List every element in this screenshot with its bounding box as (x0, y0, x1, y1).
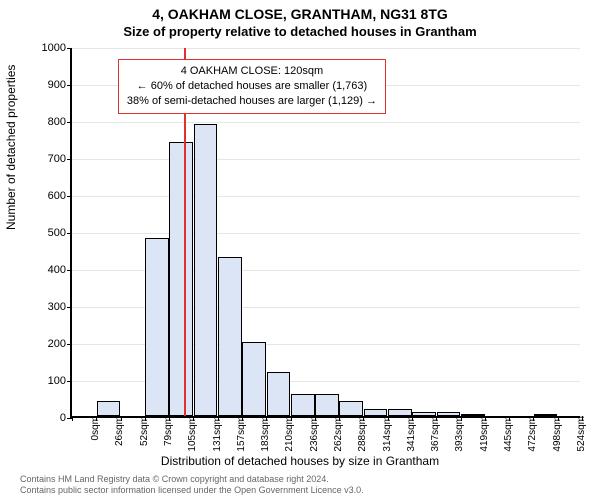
x-tick-label: 367sqm (424, 416, 441, 452)
x-tick-mark (388, 416, 389, 421)
y-tick-label: 200 (48, 338, 72, 350)
x-tick-label: 288sqm (351, 416, 368, 452)
x-tick-mark (363, 416, 364, 421)
y-tick-label: 400 (48, 264, 72, 276)
histogram-bar (145, 238, 169, 416)
y-tick-label: 900 (48, 79, 72, 91)
gridline (72, 196, 580, 197)
y-axis-label: Number of detached properties (4, 65, 18, 230)
y-tick-label: 500 (48, 227, 72, 239)
x-tick-mark (96, 416, 97, 421)
x-tick-label: 341sqm (400, 416, 417, 452)
chart-title-sub: Size of property relative to detached ho… (0, 24, 600, 39)
histogram-bar (388, 409, 412, 416)
histogram-bar (218, 257, 242, 416)
license-line-2: Contains public sector information licen… (20, 485, 600, 496)
gridline (72, 48, 580, 49)
x-tick-mark (315, 416, 316, 421)
x-tick-mark (485, 416, 486, 421)
x-tick-label: 419sqm (473, 416, 490, 452)
histogram-bar (364, 409, 388, 416)
histogram-bar (534, 414, 558, 416)
x-tick-label: 393sqm (448, 416, 465, 452)
x-tick-label: 210sqm (278, 416, 295, 452)
x-tick-mark (72, 416, 73, 421)
gridline (72, 159, 580, 160)
x-tick-mark (121, 416, 122, 421)
y-tick-label: 0 (60, 412, 72, 424)
x-tick-label: 26sqm (108, 416, 125, 446)
histogram-bar (97, 401, 121, 416)
x-tick-label: 0sqm (84, 416, 101, 440)
x-tick-mark (533, 416, 534, 421)
x-tick-mark (436, 416, 437, 421)
y-tick-label: 300 (48, 301, 72, 313)
x-tick-label: 472sqm (521, 416, 538, 452)
y-tick-label: 800 (48, 116, 72, 128)
histogram-bar (194, 124, 218, 416)
x-tick-mark (145, 416, 146, 421)
x-tick-label: 157sqm (230, 416, 247, 452)
x-tick-label: 498sqm (546, 416, 563, 452)
x-tick-mark (242, 416, 243, 421)
histogram-bar (461, 414, 485, 416)
x-tick-label: 524sqm (570, 416, 587, 452)
gridline (72, 233, 580, 234)
histogram-bar (291, 394, 315, 416)
x-tick-mark (339, 416, 340, 421)
chart-container: 4, OAKHAM CLOSE, GRANTHAM, NG31 8TG Size… (0, 0, 600, 500)
x-tick-label: 314sqm (376, 416, 393, 452)
x-tick-label: 79sqm (157, 416, 174, 446)
x-tick-mark (291, 416, 292, 421)
x-tick-label: 236sqm (303, 416, 320, 452)
histogram-bar (412, 412, 436, 416)
histogram-bar (315, 394, 339, 416)
x-tick-label: 183sqm (254, 416, 271, 452)
gridline (72, 122, 580, 123)
x-tick-mark (218, 416, 219, 421)
y-tick-label: 100 (48, 375, 72, 387)
x-axis-label: Distribution of detached houses by size … (0, 454, 600, 468)
license-line-1: Contains HM Land Registry data © Crown c… (20, 474, 600, 485)
histogram-bar (242, 342, 266, 416)
histogram-bar (339, 401, 363, 416)
x-tick-mark (558, 416, 559, 421)
annotation-box: 4 OAKHAM CLOSE: 120sqm← 60% of detached … (118, 59, 386, 114)
x-tick-label: 262sqm (327, 416, 344, 452)
y-tick-label: 600 (48, 190, 72, 202)
chart-title-main: 4, OAKHAM CLOSE, GRANTHAM, NG31 8TG (0, 6, 600, 22)
x-tick-mark (412, 416, 413, 421)
y-tick-label: 1000 (42, 42, 72, 54)
histogram-bar (437, 412, 461, 416)
x-tick-mark (193, 416, 194, 421)
x-tick-mark (266, 416, 267, 421)
x-tick-label: 105sqm (181, 416, 198, 452)
x-tick-mark (509, 416, 510, 421)
x-tick-label: 445sqm (497, 416, 514, 452)
histogram-bar (169, 142, 193, 416)
histogram-bar (267, 372, 291, 416)
x-tick-mark (169, 416, 170, 421)
x-tick-mark (582, 416, 583, 421)
plot-area: 010020030040050060070080090010000sqm26sq… (70, 48, 580, 418)
x-tick-label: 52sqm (133, 416, 150, 446)
annotation-line: ← 60% of detached houses are smaller (1,… (127, 79, 377, 94)
x-tick-label: 131sqm (206, 416, 223, 452)
license-text: Contains HM Land Registry data © Crown c… (20, 474, 600, 497)
y-tick-label: 700 (48, 153, 72, 165)
x-tick-mark (461, 416, 462, 421)
annotation-line: 4 OAKHAM CLOSE: 120sqm (127, 64, 377, 79)
annotation-line: 38% of semi-detached houses are larger (… (127, 94, 377, 109)
